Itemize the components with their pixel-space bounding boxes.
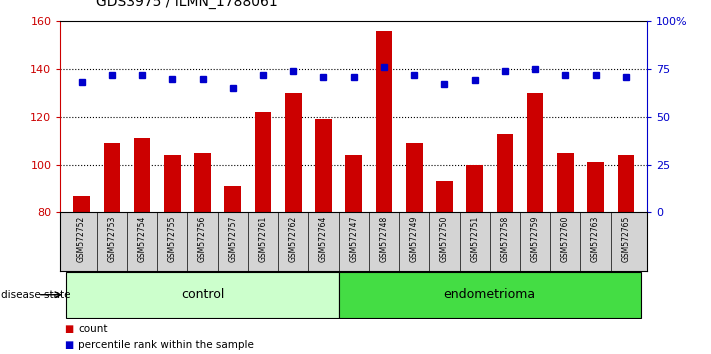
Text: GSM572762: GSM572762 [289, 215, 298, 262]
Bar [315, 119, 332, 212]
Bar [406, 143, 422, 212]
Text: GSM572747: GSM572747 [349, 215, 358, 262]
Text: GSM572761: GSM572761 [259, 215, 267, 262]
Text: GSM572764: GSM572764 [319, 215, 328, 262]
Bar [194, 153, 211, 212]
Text: count: count [78, 324, 107, 334]
Bar [587, 162, 604, 212]
Text: GSM572751: GSM572751 [470, 215, 479, 262]
Text: endometrioma: endometrioma [444, 288, 536, 301]
Text: GSM572763: GSM572763 [591, 215, 600, 262]
Text: GSM572757: GSM572757 [228, 215, 237, 262]
Bar [375, 31, 392, 212]
Text: GSM572760: GSM572760 [561, 215, 570, 262]
Bar [557, 153, 574, 212]
Text: ■: ■ [64, 324, 73, 334]
Bar [618, 155, 634, 212]
Bar [104, 143, 120, 212]
Bar [73, 196, 90, 212]
Bar [285, 93, 301, 212]
Bar [164, 155, 181, 212]
Text: GSM572755: GSM572755 [168, 215, 177, 262]
Bar [496, 133, 513, 212]
Bar [527, 93, 543, 212]
Bar [255, 112, 272, 212]
Text: GSM572749: GSM572749 [410, 215, 419, 262]
Bar [436, 181, 453, 212]
Bar [134, 138, 151, 212]
Bar [67, 272, 338, 318]
Text: GSM572759: GSM572759 [530, 215, 540, 262]
Text: GSM572750: GSM572750 [440, 215, 449, 262]
Text: disease state: disease state [1, 290, 70, 300]
Text: GDS3975 / ILMN_1788061: GDS3975 / ILMN_1788061 [96, 0, 278, 9]
Bar [466, 165, 483, 212]
Bar [338, 272, 641, 318]
Text: percentile rank within the sample: percentile rank within the sample [78, 340, 254, 350]
Bar [346, 155, 362, 212]
Text: GSM572752: GSM572752 [77, 215, 86, 262]
Text: GSM572754: GSM572754 [137, 215, 146, 262]
Text: GSM572756: GSM572756 [198, 215, 207, 262]
Text: ■: ■ [64, 340, 73, 350]
Bar [225, 186, 241, 212]
Text: control: control [181, 288, 224, 301]
Text: GSM572765: GSM572765 [621, 215, 631, 262]
Text: GSM572758: GSM572758 [501, 215, 509, 262]
Text: GSM572753: GSM572753 [107, 215, 117, 262]
Text: GSM572748: GSM572748 [380, 215, 388, 262]
